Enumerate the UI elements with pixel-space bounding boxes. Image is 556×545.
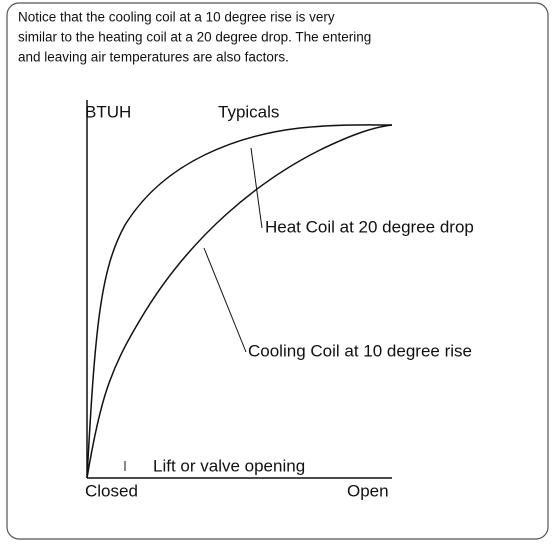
leader-line [203, 247, 247, 353]
cooling-curve [86, 124, 393, 479]
diagram-title: Typicals [218, 102, 279, 121]
x-start-label: Closed [85, 481, 138, 500]
curve-label: Heat Coil at 20 degree drop [265, 217, 474, 236]
heat-curve [86, 124, 393, 479]
leader-line [250, 147, 263, 229]
frame [6, 2, 549, 540]
note-line: similar to the heating coil at a 20 degr… [18, 30, 371, 45]
x-end-label: Open [347, 481, 389, 500]
y-axis-label: BTUH [85, 102, 131, 121]
note-line: Notice that the cooling coil at a 10 deg… [18, 10, 335, 25]
curve-label: Cooling Coil at 10 degree rise [248, 341, 472, 360]
note-line: and leaving air temperatures are also fa… [18, 50, 289, 65]
x-axis-label: Lift or valve opening [153, 456, 305, 475]
